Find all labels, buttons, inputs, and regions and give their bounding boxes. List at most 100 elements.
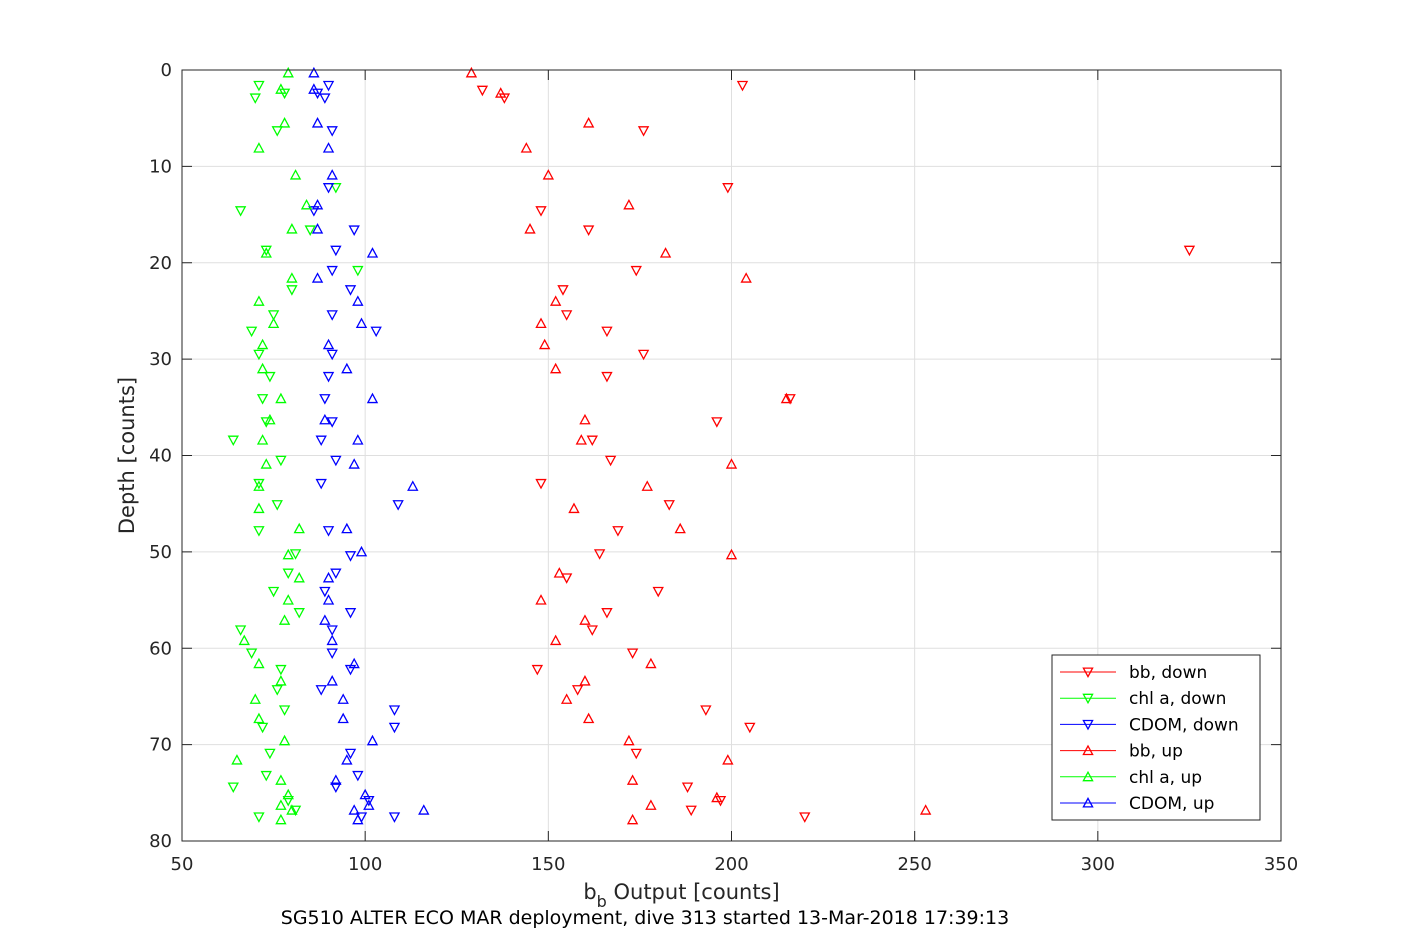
x-tick-label: 350 xyxy=(1264,854,1298,875)
down-triangle-point xyxy=(326,126,338,137)
down-triangle-point xyxy=(304,225,316,236)
data-points xyxy=(227,66,1196,825)
x-tick-label: 300 xyxy=(1081,854,1115,875)
down-triangle-point xyxy=(604,455,617,467)
up-triangle-point xyxy=(348,458,360,469)
y-tick-label: 10 xyxy=(149,156,172,177)
up-triangle-point xyxy=(282,788,294,800)
up-triangle-point xyxy=(322,571,335,583)
down-triangle-point xyxy=(330,568,342,580)
up-triangle-point xyxy=(568,502,580,514)
down-triangle-point xyxy=(289,805,302,817)
legend-label: chl a, up xyxy=(1129,768,1202,788)
up-triangle-point xyxy=(645,799,657,810)
down-triangle-point xyxy=(245,648,258,660)
up-triangle-point xyxy=(253,657,265,669)
legend-label: CDOM, down xyxy=(1129,715,1239,735)
up-triangle-point xyxy=(282,66,294,78)
up-triangle-point xyxy=(549,634,562,646)
down-triangle-point xyxy=(271,685,283,696)
up-triangle-point xyxy=(659,247,672,258)
down-triangle-point xyxy=(700,705,712,716)
down-triangle-point xyxy=(253,349,265,361)
up-triangle-point xyxy=(740,272,752,283)
up-triangle-point xyxy=(549,295,562,306)
up-triangle-point xyxy=(582,117,595,128)
down-triangle-point xyxy=(289,549,302,560)
up-triangle-point xyxy=(326,634,338,646)
up-triangle-point xyxy=(575,434,587,445)
up-triangle-point xyxy=(549,362,562,374)
up-triangle-point xyxy=(722,754,734,765)
down-triangle-point xyxy=(744,722,756,734)
down-triangle-point xyxy=(571,685,584,696)
up-triangle-point xyxy=(337,693,349,704)
up-triangle-point xyxy=(278,614,291,625)
down-triangle-point xyxy=(315,478,327,490)
down-triangle-point xyxy=(326,417,338,428)
down-triangle-point xyxy=(388,722,401,734)
legend-label: chl a, down xyxy=(1129,689,1226,709)
up-triangle-point xyxy=(352,434,364,445)
y-tick-label: 60 xyxy=(149,638,172,659)
up-triangle-point xyxy=(256,362,269,374)
down-triangle-point xyxy=(352,770,364,782)
down-triangle-point xyxy=(531,664,544,676)
legend-label: CDOM, up xyxy=(1129,794,1214,814)
up-triangle-point xyxy=(308,66,320,78)
down-triangle-point xyxy=(784,394,796,405)
up-triangle-point xyxy=(300,198,313,210)
series-5 xyxy=(308,66,430,825)
down-triangle-point xyxy=(344,748,357,760)
down-triangle-point xyxy=(593,549,606,560)
legend-marker xyxy=(1082,667,1094,678)
up-triangle-point xyxy=(293,522,305,534)
series-3 xyxy=(465,66,932,825)
up-triangle-point xyxy=(326,675,338,686)
down-triangle-point xyxy=(260,770,272,782)
up-triangle-point xyxy=(919,804,932,815)
up-triangle-point xyxy=(579,675,591,686)
up-triangle-point xyxy=(524,223,536,234)
up-triangle-point xyxy=(560,693,573,704)
down-triangle-point xyxy=(322,526,335,537)
up-triangle-point xyxy=(538,338,551,350)
down-triangle-point xyxy=(344,285,357,296)
series-4 xyxy=(231,66,313,825)
down-triangle-point xyxy=(601,371,613,383)
up-triangle-point xyxy=(286,804,298,815)
down-triangle-point xyxy=(249,93,261,104)
down-triangle-point xyxy=(652,586,664,598)
down-triangle-point xyxy=(326,648,338,660)
up-triangle-point xyxy=(253,502,265,514)
up-triangle-point xyxy=(725,548,738,560)
down-triangle-point xyxy=(256,722,269,734)
legend-label: bb, up xyxy=(1129,742,1183,762)
up-triangle-point xyxy=(579,413,591,425)
up-triangle-point xyxy=(275,813,287,825)
up-triangle-point xyxy=(645,657,657,669)
legend: bb, down chl a, down CDOM, down bb, up chl a… xyxy=(1051,654,1261,821)
up-triangle-point xyxy=(238,634,250,646)
x-tick-label: 50 xyxy=(171,854,194,875)
down-triangle-point xyxy=(322,371,335,383)
down-triangle-point xyxy=(388,812,401,823)
up-triangle-point xyxy=(641,480,653,491)
up-triangle-point xyxy=(348,657,360,669)
up-triangle-point xyxy=(275,392,287,404)
up-triangle-point xyxy=(322,338,335,350)
up-triangle-point xyxy=(286,272,298,283)
up-triangle-point xyxy=(623,734,635,746)
up-triangle-point xyxy=(249,693,261,704)
down-triangle-point xyxy=(685,805,697,817)
up-triangle-point xyxy=(311,117,324,128)
up-triangle-point xyxy=(355,545,368,557)
up-triangle-point xyxy=(275,83,287,94)
series-1 xyxy=(227,80,364,823)
down-triangle-point xyxy=(326,265,338,277)
up-triangle-point xyxy=(725,458,738,469)
up-triangle-point xyxy=(253,295,265,306)
down-triangle-point xyxy=(630,748,642,760)
down-triangle-point xyxy=(271,126,283,137)
up-triangle-point xyxy=(337,712,349,724)
